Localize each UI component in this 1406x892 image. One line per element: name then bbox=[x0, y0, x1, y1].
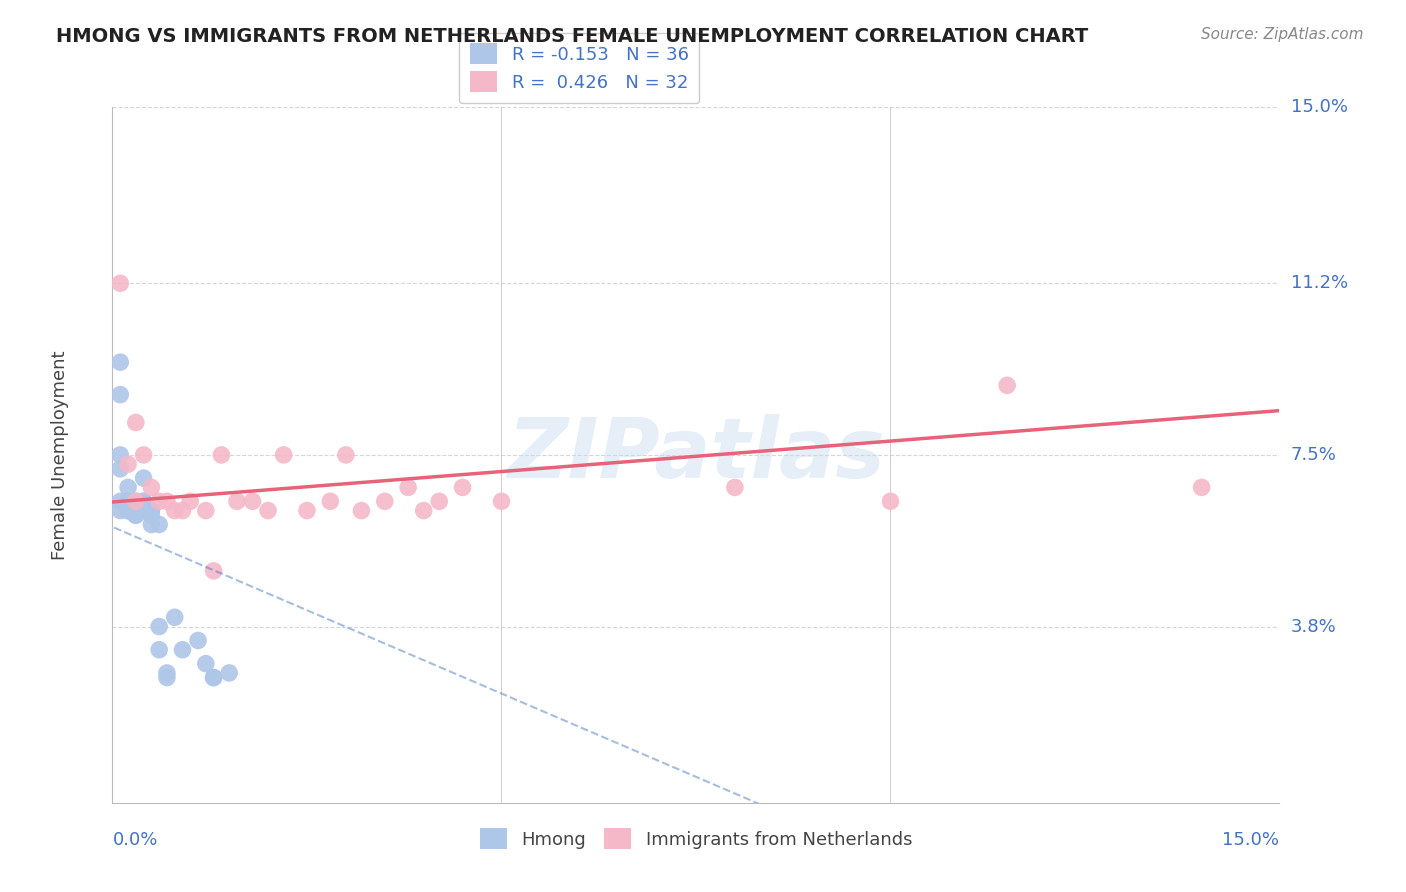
Point bbox=[156, 494, 179, 508]
Point bbox=[179, 494, 201, 508]
Point bbox=[995, 378, 1018, 392]
Point bbox=[125, 508, 148, 523]
Point bbox=[125, 416, 148, 430]
Point bbox=[125, 503, 148, 517]
Point bbox=[226, 494, 249, 508]
Point bbox=[172, 503, 194, 517]
Point bbox=[148, 494, 170, 508]
Point bbox=[132, 494, 155, 508]
Point bbox=[110, 503, 132, 517]
Point bbox=[141, 508, 163, 523]
Point bbox=[132, 471, 155, 485]
Point bbox=[125, 494, 148, 508]
Point bbox=[202, 671, 225, 685]
Point bbox=[141, 503, 163, 517]
Point bbox=[412, 503, 434, 517]
Point bbox=[141, 503, 163, 517]
Point bbox=[117, 503, 139, 517]
Point bbox=[117, 480, 139, 494]
Point bbox=[491, 494, 513, 508]
Text: 0.0%: 0.0% bbox=[112, 830, 157, 848]
Text: 11.2%: 11.2% bbox=[1291, 275, 1348, 293]
Point bbox=[125, 508, 148, 523]
Point bbox=[163, 610, 186, 624]
Point bbox=[374, 494, 396, 508]
Point bbox=[141, 480, 163, 494]
Point bbox=[132, 503, 155, 517]
Text: HMONG VS IMMIGRANTS FROM NETHERLANDS FEMALE UNEMPLOYMENT CORRELATION CHART: HMONG VS IMMIGRANTS FROM NETHERLANDS FEM… bbox=[56, 27, 1088, 45]
Point bbox=[194, 657, 217, 671]
Point bbox=[396, 480, 419, 494]
Point bbox=[202, 671, 225, 685]
Point bbox=[117, 494, 139, 508]
Point bbox=[110, 277, 132, 291]
Text: 3.8%: 3.8% bbox=[1291, 617, 1336, 635]
Point bbox=[319, 494, 342, 508]
Point bbox=[148, 517, 170, 532]
Text: 7.5%: 7.5% bbox=[1291, 446, 1337, 464]
Point bbox=[187, 633, 209, 648]
Point bbox=[125, 503, 148, 517]
Point bbox=[141, 517, 163, 532]
Point bbox=[257, 503, 280, 517]
Legend: Hmong, Immigrants from Netherlands: Hmong, Immigrants from Netherlands bbox=[472, 822, 920, 856]
Point bbox=[202, 564, 225, 578]
Point bbox=[132, 448, 155, 462]
Point bbox=[110, 387, 132, 401]
Point bbox=[1191, 480, 1213, 494]
Point bbox=[209, 448, 232, 462]
Point bbox=[879, 494, 901, 508]
Point bbox=[218, 665, 240, 680]
Point bbox=[117, 503, 139, 517]
Point bbox=[451, 480, 474, 494]
Point bbox=[156, 665, 179, 680]
Point bbox=[427, 494, 450, 508]
Point bbox=[295, 503, 318, 517]
Text: Female Unemployment: Female Unemployment bbox=[51, 351, 69, 559]
Point bbox=[117, 457, 139, 471]
Point bbox=[335, 448, 357, 462]
Point bbox=[125, 494, 148, 508]
Point bbox=[110, 448, 132, 462]
Point bbox=[148, 642, 170, 657]
Point bbox=[194, 503, 217, 517]
Point bbox=[273, 448, 295, 462]
Point bbox=[110, 494, 132, 508]
Text: ZIPatlas: ZIPatlas bbox=[508, 415, 884, 495]
Point bbox=[350, 503, 373, 517]
Point bbox=[148, 619, 170, 633]
Point bbox=[132, 494, 155, 508]
Point bbox=[156, 671, 179, 685]
Point bbox=[110, 462, 132, 476]
Point bbox=[117, 503, 139, 517]
Text: 15.0%: 15.0% bbox=[1222, 830, 1279, 848]
Point bbox=[724, 480, 747, 494]
Point bbox=[110, 355, 132, 369]
Text: Source: ZipAtlas.com: Source: ZipAtlas.com bbox=[1201, 27, 1364, 42]
Text: 15.0%: 15.0% bbox=[1291, 98, 1347, 116]
Point bbox=[242, 494, 264, 508]
Point bbox=[163, 503, 186, 517]
Point bbox=[172, 642, 194, 657]
